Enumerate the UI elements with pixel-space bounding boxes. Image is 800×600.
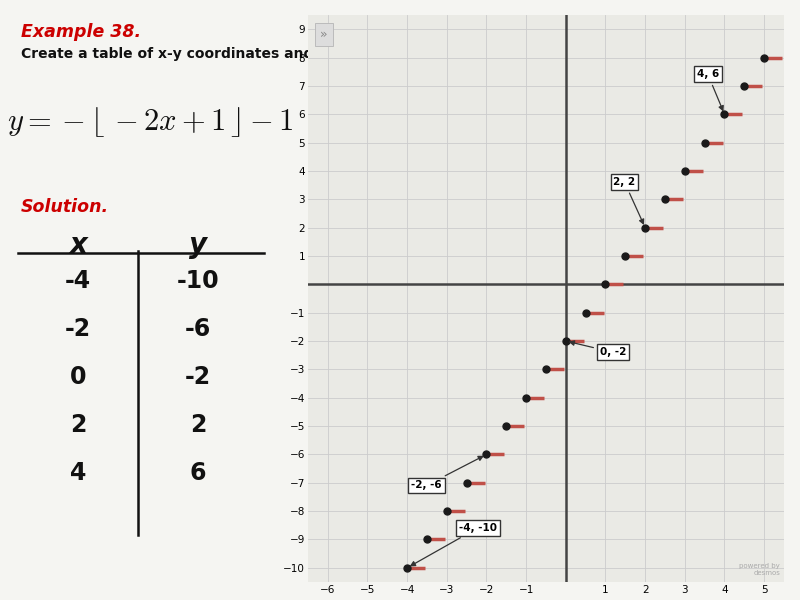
Text: -4, -10: -4, -10 (411, 523, 497, 566)
Text: 0, -2: 0, -2 (570, 341, 626, 357)
Text: 4: 4 (70, 461, 86, 485)
Text: 2, 2: 2, 2 (614, 177, 644, 224)
Text: -6: -6 (185, 317, 211, 341)
Text: -2: -2 (65, 317, 91, 341)
Text: powered by
desmos: powered by desmos (739, 563, 780, 577)
Text: -2: -2 (185, 365, 211, 389)
Text: Create a table of x-y coordinates and graph the function.: Create a table of x-y coordinates and gr… (21, 47, 470, 61)
Text: $y = -\lfloor\,-2x+1\,\rfloor - 1$: $y = -\lfloor\,-2x+1\,\rfloor - 1$ (7, 105, 293, 139)
Text: »: » (320, 28, 327, 41)
Text: 2: 2 (190, 413, 206, 437)
Text: -2, -6: -2, -6 (411, 457, 482, 490)
Text: x: x (69, 231, 87, 259)
Text: -10: -10 (177, 269, 219, 293)
Text: Example 38.: Example 38. (21, 23, 141, 41)
Text: 2: 2 (70, 413, 86, 437)
Text: y: y (189, 231, 207, 259)
Text: -4: -4 (65, 269, 91, 293)
Text: 0: 0 (70, 365, 86, 389)
Text: 4, 6: 4, 6 (697, 70, 723, 110)
Text: Solution.: Solution. (21, 198, 109, 216)
Text: 6: 6 (190, 461, 206, 485)
